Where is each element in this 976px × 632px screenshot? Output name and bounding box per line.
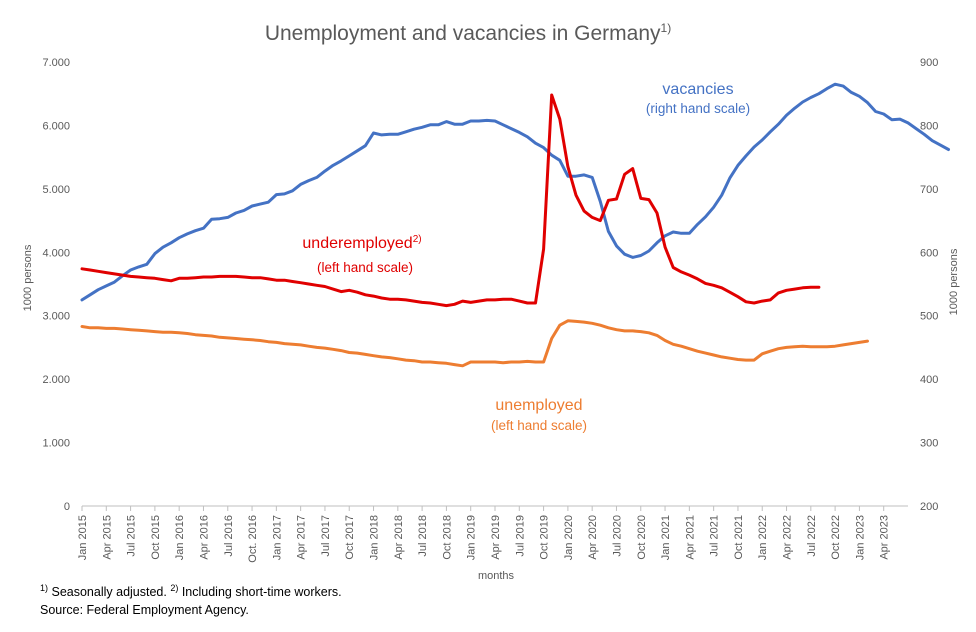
x-tick-label: Jan 2022 xyxy=(757,515,769,560)
left-tick-label: 0 xyxy=(64,501,70,513)
underemployed-annotation: underemployed2) xyxy=(302,234,421,252)
x-tick-label: Oct 2020 xyxy=(636,515,648,560)
x-tick-label: Apr 2022 xyxy=(782,515,794,560)
x-tick-label: Jul 2018 xyxy=(417,515,429,557)
x-tick-label: Oct 2022 xyxy=(830,515,842,560)
right-tick-label: 800 xyxy=(920,120,938,132)
x-tick-label: Jul 2017 xyxy=(320,515,332,557)
x-tick-label: Apr 2015 xyxy=(101,515,113,560)
x-tick-label: Jan 2017 xyxy=(271,515,283,560)
right-tick-label: 900 xyxy=(920,57,938,69)
footnote-1: 1) Seasonally adjusted. 2) Including sho… xyxy=(40,583,342,599)
right-axis: 200 300 400 500 600 700 800 900 xyxy=(920,57,938,513)
x-tick-label: Jan 2019 xyxy=(466,515,478,560)
x-tick-label: Jul 2020 xyxy=(611,515,623,557)
right-tick-label: 600 xyxy=(920,247,938,259)
right-tick-label: 500 xyxy=(920,311,938,323)
x-tick-label: Jan 2020 xyxy=(563,515,575,560)
right-tick-label: 400 xyxy=(920,374,938,386)
x-axis: Jan 2015 Apr 2015 Jul 2015 Oct 2015 Jan 2016… xyxy=(77,505,908,563)
x-tick-label: Apr 2019 xyxy=(490,515,502,560)
chart-title: Unemployment and vacancies in Germany1) xyxy=(265,21,671,45)
x-tick-label: Apr 2018 xyxy=(393,515,405,560)
x-tick-label: Jul 2015 xyxy=(126,515,138,557)
series-line-unemployed xyxy=(80,319,869,368)
x-tick-label: Jul 2022 xyxy=(806,515,818,557)
right-tick-label: 200 xyxy=(920,501,938,513)
underemployed-superscript: 2) xyxy=(413,234,422,245)
x-tick-label: Apr 2021 xyxy=(684,515,696,560)
x-tick-label: Oct 2021 xyxy=(733,515,745,560)
x-tick-label: Apr 2020 xyxy=(587,515,599,560)
x-tick-label: Oct. 2016 xyxy=(247,515,259,563)
x-tick-label: Jul 2019 xyxy=(514,515,526,557)
underemployed-scale-note: (left hand scale) xyxy=(317,260,413,275)
left-tick-label: 1.000 xyxy=(42,438,70,450)
left-tick-label: 7.000 xyxy=(42,57,70,69)
x-tick-label: Apr 2016 xyxy=(198,515,210,560)
x-tick-label: Jan 2015 xyxy=(77,515,89,560)
unemployed-scale-note: (left hand scale) xyxy=(491,418,587,433)
x-tick-label: Apr 2023 xyxy=(879,515,891,560)
series-line-vacancies xyxy=(80,82,950,302)
left-tick-label: 6.000 xyxy=(42,120,70,132)
right-tick-label: 300 xyxy=(920,438,938,450)
series-layer xyxy=(80,82,950,368)
left-tick-label: 3.000 xyxy=(42,311,70,323)
left-axis-title: 1000 persons xyxy=(22,244,34,311)
x-tick-label: Jan 2023 xyxy=(854,515,866,560)
x-tick-label: Oct 2019 xyxy=(539,515,551,560)
left-tick-label: 2.000 xyxy=(42,374,70,386)
left-tick-label: 4.000 xyxy=(42,247,70,259)
vacancies-annotation: vacancies xyxy=(662,81,733,98)
x-tick-label: Oct 2015 xyxy=(150,515,162,560)
x-axis-title: months xyxy=(478,570,515,582)
x-tick-label: Jul 2016 xyxy=(223,515,235,557)
left-tick-label: 5.000 xyxy=(42,184,70,196)
unemployed-annotation: unemployed xyxy=(495,397,582,414)
title-superscript: 1) xyxy=(661,21,672,35)
right-tick-label: 700 xyxy=(920,184,938,196)
x-tick-label: Jan 2016 xyxy=(174,515,186,560)
footnote-source: Source: Federal Employment Agency. xyxy=(40,603,249,617)
series-line-underemployed xyxy=(80,93,821,308)
vacancies-scale-note: (right hand scale) xyxy=(646,101,750,116)
x-tick-label: Jan 2018 xyxy=(369,515,381,560)
x-tick-label: Jul 2021 xyxy=(709,515,721,557)
left-axis: 0 1.000 2.000 3.000 4.000 5.000 6.000 7.000 xyxy=(42,57,70,513)
right-axis-title: 1000 persons xyxy=(948,248,960,315)
x-tick-label: Oct 2017 xyxy=(344,515,356,560)
x-tick-label: Oct 2018 xyxy=(441,515,453,560)
x-tick-label: Apr 2017 xyxy=(296,515,308,560)
x-tick-label: Jan 2021 xyxy=(660,515,672,560)
